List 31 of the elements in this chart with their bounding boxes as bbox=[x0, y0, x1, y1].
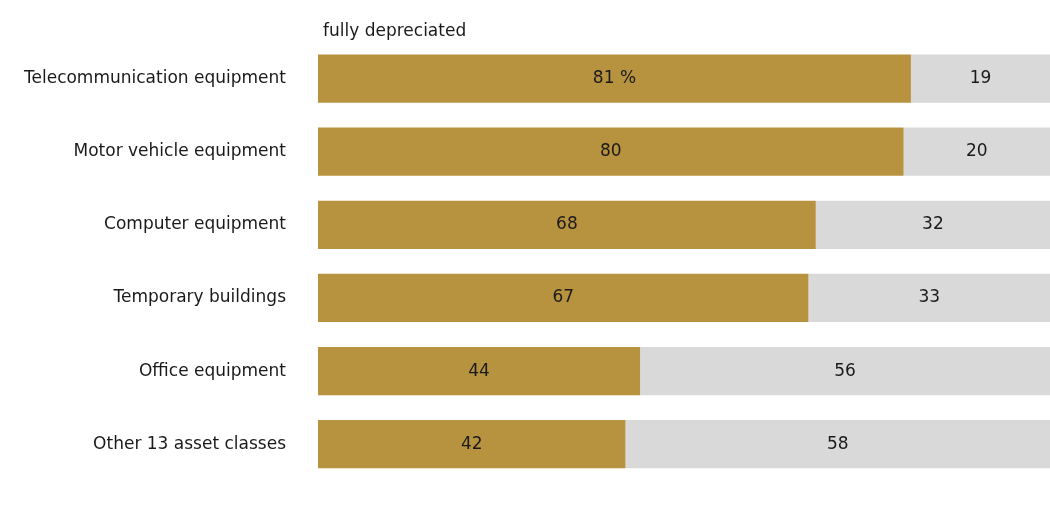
bar bbox=[903, 127, 1050, 176]
data-label: 20 bbox=[965, 140, 988, 161]
data-label: 32 bbox=[922, 213, 944, 234]
bar bbox=[625, 420, 1050, 469]
y-tick-label: Office equipment bbox=[138, 359, 287, 380]
y-tick-label: Other 13 asset classes bbox=[93, 432, 287, 453]
bar bbox=[808, 273, 1050, 323]
bar bbox=[318, 127, 904, 176]
bar bbox=[910, 54, 1050, 103]
series-label: fully depreciated bbox=[323, 20, 467, 41]
data-label: 56 bbox=[834, 359, 856, 380]
data-label: 44 bbox=[468, 359, 490, 380]
y-tick-label: Temporary buildings bbox=[112, 286, 287, 307]
bar bbox=[640, 346, 1050, 396]
data-label: 80 bbox=[599, 140, 622, 161]
y-tick-label: Computer equipment bbox=[104, 213, 287, 234]
bar bbox=[815, 200, 1050, 249]
data-label: 58 bbox=[826, 432, 849, 453]
data-label: 67 bbox=[552, 286, 575, 307]
data-label: 42 bbox=[460, 432, 483, 453]
bar bbox=[318, 420, 626, 469]
bar bbox=[318, 346, 641, 396]
bar bbox=[318, 200, 816, 249]
y-tick-label: Motor vehicle equipment bbox=[73, 140, 287, 161]
bar bbox=[318, 54, 911, 103]
data-label: 81 % bbox=[592, 66, 637, 87]
y-tick-label: Telecommunication equipment bbox=[22, 66, 287, 87]
bar bbox=[318, 273, 809, 323]
data-label: 19 bbox=[969, 66, 992, 87]
data-label: 33 bbox=[918, 286, 941, 307]
data-label: 68 bbox=[556, 213, 578, 234]
